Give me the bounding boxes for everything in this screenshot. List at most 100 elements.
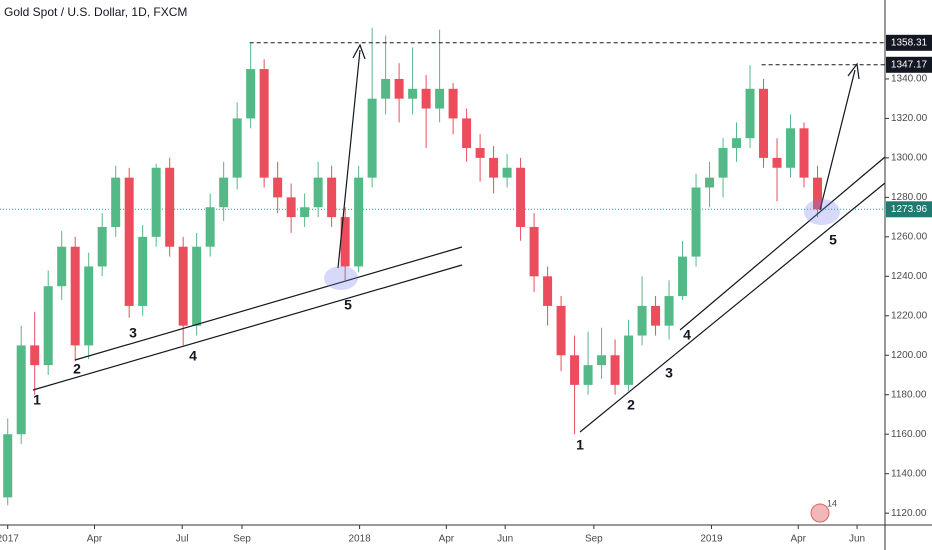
drawings — [32, 43, 886, 433]
candle-body — [597, 355, 607, 366]
highlight — [804, 199, 840, 225]
y-tick-label: 1260.00 — [891, 231, 928, 242]
x-tick-label: 2018 — [348, 534, 371, 545]
price-box — [886, 34, 932, 51]
candle-body — [313, 177, 323, 208]
x-tick-label: Jun — [849, 534, 865, 545]
trend-line — [32, 264, 463, 391]
wave-label: 2 — [627, 397, 635, 413]
x-tick-label: Jun — [497, 534, 513, 545]
logo-badge: 14 — [827, 498, 837, 508]
candle-body — [462, 118, 472, 149]
y-tick-label: 1180.00 — [891, 389, 927, 400]
candle-body — [583, 365, 593, 385]
y-tick-label: 1320.00 — [891, 113, 928, 124]
candle-body — [651, 305, 661, 326]
candle-body — [610, 355, 620, 385]
wave-label: 3 — [665, 365, 673, 381]
candle-body — [151, 167, 161, 237]
wave-label: 2 — [73, 361, 81, 377]
wave-label: 5 — [829, 232, 837, 248]
candle-body — [340, 217, 350, 267]
candle-body — [70, 246, 80, 346]
price-box-label: 1347.17 — [891, 59, 928, 70]
x-tick-label: 2019 — [700, 534, 723, 545]
y-tick-label: 1280.00 — [891, 192, 928, 203]
wave-label: 4 — [189, 348, 197, 364]
candle-body — [813, 177, 823, 210]
candle-body — [408, 88, 418, 99]
price-axis — [885, 0, 932, 550]
wave-label: 1 — [33, 392, 41, 408]
candle-body — [367, 98, 377, 178]
x-tick-label: Sep — [233, 534, 251, 545]
candle-body — [786, 128, 796, 168]
candle-body — [192, 246, 202, 326]
candle-body — [138, 236, 148, 306]
candle-body — [489, 157, 499, 178]
candle-body — [3, 434, 13, 498]
trend-line — [679, 156, 886, 331]
candle-body — [219, 177, 229, 208]
y-tick-label: 1200.00 — [891, 350, 928, 361]
candle-body — [624, 335, 634, 385]
candle-body — [286, 197, 296, 218]
highlight — [324, 266, 358, 290]
candle-body — [570, 355, 580, 385]
candle-body — [556, 305, 566, 356]
candle-body — [354, 177, 364, 267]
x-tick-label: 2017 — [0, 534, 19, 545]
price-box — [886, 201, 932, 218]
trend-line — [74, 246, 463, 361]
candle-body — [516, 167, 526, 227]
candle-body — [637, 305, 647, 336]
candle-body — [448, 88, 458, 119]
candle-body — [705, 177, 715, 188]
candle-body — [745, 88, 755, 139]
y-tick-label: 1340.00 — [891, 74, 928, 85]
wave-label: 1 — [576, 437, 584, 453]
y-tick-label: 1160.00 — [891, 429, 927, 440]
candle-body — [232, 118, 242, 178]
candle-body — [16, 345, 26, 435]
candle-body — [381, 78, 391, 99]
candle-body — [124, 177, 134, 306]
trend-line — [579, 182, 886, 433]
candle-body — [246, 69, 256, 119]
candle-body — [529, 226, 539, 277]
candle-body — [84, 266, 94, 346]
wave-label: 4 — [683, 327, 691, 343]
candle-body — [394, 78, 404, 99]
y-tick-label: 1220.00 — [891, 310, 928, 321]
candle-body — [435, 88, 445, 109]
candle-body — [178, 246, 188, 326]
wave-label: 5 — [344, 297, 352, 313]
candle-body — [57, 246, 67, 287]
candle-body — [97, 226, 107, 267]
candle-body — [30, 345, 40, 366]
x-tick-label: Apr — [790, 534, 806, 545]
candle-body — [475, 148, 485, 158]
arrow — [819, 69, 856, 211]
candle-body — [718, 148, 728, 178]
candle-body — [543, 276, 553, 306]
y-tick-label: 1120.00 — [891, 508, 927, 519]
candle-body — [759, 88, 769, 158]
candle-body — [327, 177, 337, 218]
candle-body — [732, 138, 742, 149]
candle-body — [799, 128, 809, 178]
x-tick-label: Jul — [176, 534, 189, 545]
candle-body — [678, 256, 688, 297]
candle-body — [165, 167, 175, 247]
y-tick-label: 1240.00 — [891, 271, 928, 282]
x-tick-label: Apr — [87, 534, 103, 545]
price-box — [886, 56, 932, 73]
time-axis — [0, 525, 885, 550]
candle-body — [664, 296, 674, 326]
arrow — [337, 49, 361, 269]
arrow-head — [352, 43, 366, 60]
arrow-head — [847, 62, 860, 80]
